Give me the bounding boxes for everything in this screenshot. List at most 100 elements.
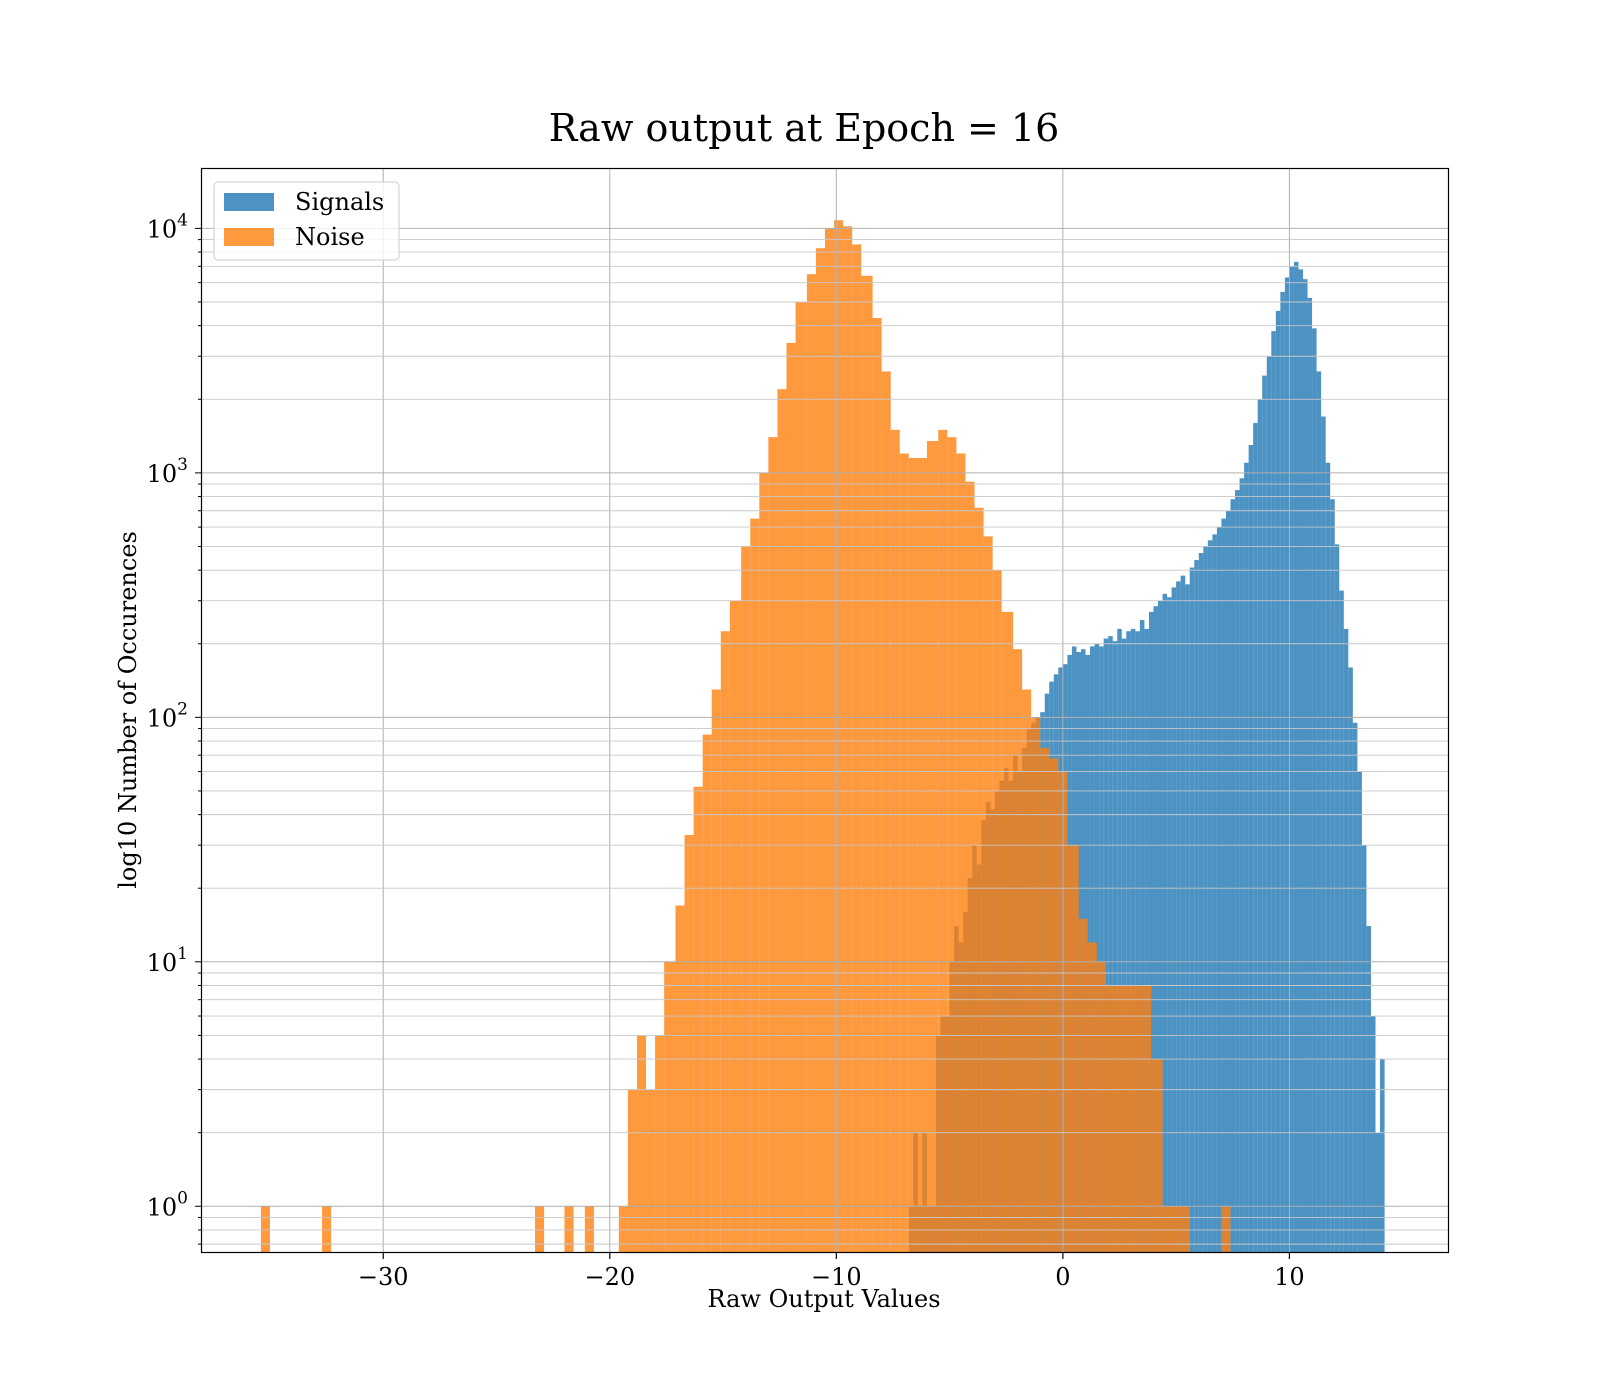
- histogram-bar: [322, 1206, 332, 1252]
- histogram-bar: [1284, 277, 1290, 1253]
- histogram-bar: [1176, 581, 1181, 1252]
- x-tick-label: 0: [1055, 1263, 1070, 1291]
- histogram-bar: [702, 734, 712, 1252]
- histogram-bar: [1126, 631, 1131, 1252]
- histogram-bar: [711, 689, 721, 1252]
- histogram-bar: [1248, 445, 1254, 1252]
- histogram-bar: [1153, 606, 1159, 1252]
- histogram-bar: [1289, 266, 1294, 1252]
- histogram-bar: [759, 472, 769, 1252]
- histogram-bar: [1171, 1206, 1181, 1252]
- histogram-bar: [750, 518, 760, 1252]
- legend-label-noise: Noise: [295, 223, 365, 251]
- histogram-bar: [1031, 717, 1041, 1252]
- histogram-bar: [1148, 611, 1154, 1252]
- y-tick-label-base: 10: [147, 1193, 178, 1221]
- histogram-bar: [1339, 590, 1344, 1252]
- chart-title: Raw output at Epoch = 16: [549, 106, 1060, 150]
- y-tick-label: 102: [147, 699, 188, 732]
- histogram-bar: [1266, 356, 1272, 1252]
- histogram-bar: [795, 302, 807, 1252]
- histogram-bar: [1366, 926, 1371, 1252]
- histogram-bar: [1262, 375, 1267, 1253]
- histogram-bar: [1352, 722, 1358, 1252]
- histogram-bar: [825, 228, 835, 1252]
- y-tick-label: 104: [147, 210, 188, 243]
- series-noise: [260, 220, 1231, 1253]
- histogram-bar: [786, 342, 796, 1252]
- histogram-bar: [872, 318, 882, 1252]
- histogram-bar: [1144, 628, 1149, 1252]
- histogram-bar: [1117, 628, 1122, 1252]
- y-tick-label: 101: [147, 944, 188, 977]
- histogram-bar: [908, 458, 918, 1252]
- histogram-bar: [1325, 462, 1331, 1252]
- histogram-bar: [1108, 636, 1113, 1252]
- histogram-bar: [693, 786, 703, 1252]
- histogram-bar: [1370, 1016, 1376, 1252]
- histogram-bar: [1114, 985, 1125, 1252]
- histogram-bar: [646, 1089, 656, 1252]
- histogram-bar: [1162, 1206, 1172, 1252]
- y-tick-label-exponent: 2: [177, 699, 188, 719]
- histogram-bar: [1124, 985, 1134, 1252]
- histogram-bar: [1239, 478, 1245, 1252]
- histogram-bar: [1361, 845, 1367, 1252]
- histogram-bar: [1105, 985, 1115, 1252]
- histogram-bar: [1257, 399, 1263, 1252]
- legend-label-signals: Signals: [295, 188, 384, 216]
- histogram-bar: [1103, 638, 1109, 1252]
- histogram-bar: [1348, 667, 1353, 1252]
- histogram-bar: [260, 1206, 270, 1252]
- y-tick-label: 103: [147, 455, 188, 488]
- histogram-bar: [1357, 771, 1362, 1252]
- histogram-bar: [1312, 328, 1317, 1252]
- histogram-bar: [618, 1206, 628, 1252]
- histogram-bar: [1078, 918, 1088, 1252]
- histogram-bar: [675, 905, 685, 1252]
- legend-swatch-noise: [224, 228, 274, 246]
- y-tick-label-base: 10: [147, 460, 178, 488]
- y-axis-label: log10 Number of Occurences: [114, 531, 142, 889]
- histogram-bar: [741, 546, 751, 1252]
- histogram-bar: [852, 244, 862, 1252]
- histogram-bar: [917, 458, 927, 1252]
- histogram-bar: [1334, 544, 1340, 1252]
- histogram-bar: [1130, 628, 1136, 1252]
- histogram-bar: [1185, 584, 1190, 1252]
- plot-area-frame: [200, 167, 1450, 1254]
- histogram-bar: [1244, 462, 1249, 1252]
- histogram-bar: [729, 600, 742, 1252]
- y-tick-label-exponent: 3: [177, 455, 188, 475]
- histogram-bar: [1380, 1059, 1385, 1252]
- histogram-bar: [1180, 1206, 1190, 1252]
- histogram-bar: [815, 248, 825, 1252]
- histogram-bar: [1321, 416, 1326, 1252]
- histogram-bar: [965, 481, 975, 1253]
- histogram-bar: [777, 389, 787, 1252]
- histogram-bar: [1142, 985, 1152, 1252]
- histogram-bar: [956, 453, 966, 1252]
- histogram-bar: [1151, 1059, 1163, 1252]
- histogram-bar: [768, 437, 778, 1252]
- histogram-bar: [843, 226, 853, 1252]
- histogram-bar: [1343, 628, 1349, 1252]
- histogram-bar: [899, 453, 909, 1252]
- histogram-bar: [1225, 510, 1231, 1252]
- histogram-bar: [1230, 499, 1236, 1252]
- histogram-bar: [1001, 611, 1014, 1252]
- histogram-bar: [1096, 961, 1106, 1252]
- y-tick-label-exponent: 1: [177, 944, 188, 964]
- histogram-bar: [1221, 518, 1226, 1252]
- histogram-bar: [1253, 422, 1258, 1253]
- histogram-bar: [1293, 261, 1299, 1253]
- histogram-bar: [938, 429, 948, 1253]
- histogram-bar: [947, 437, 957, 1252]
- x-axis-label: Raw Output Values: [707, 1285, 940, 1313]
- histogram-bar: [992, 570, 1002, 1252]
- histogram-bar: [806, 274, 816, 1252]
- grid-layer: [202, 169, 1448, 1252]
- histogram-bar: [1049, 758, 1059, 1252]
- histogram-bar: [1221, 1206, 1231, 1252]
